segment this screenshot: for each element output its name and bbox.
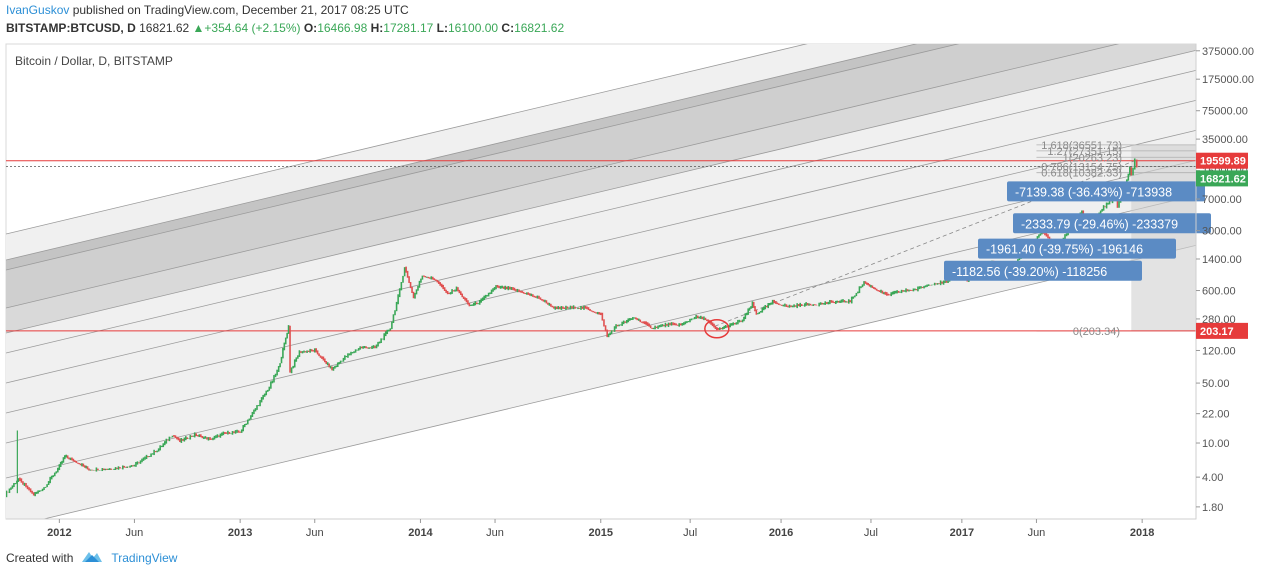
high-label: H: — [370, 21, 384, 35]
measure-callout[interactable] — [1007, 181, 1205, 202]
dashed-trend-line — [714, 160, 1135, 327]
ohlc-bar: BITSTAMP:BTCUSD, D 16821.62 ▲+354.64 (+2… — [6, 21, 564, 35]
measure-callout[interactable] — [978, 238, 1176, 259]
low-label: L: — [436, 21, 448, 35]
channel-line — [6, 129, 1196, 414]
tradingview-logo-icon[interactable] — [81, 549, 103, 566]
time-tick-label: Jun — [126, 527, 144, 539]
price-tick-label: 375000.00 — [1202, 46, 1254, 58]
price-tick-label: 75000.00 — [1202, 106, 1248, 118]
price-tick-label: 35000.00 — [1202, 134, 1248, 146]
price-tick-label: 600.00 — [1202, 286, 1236, 298]
footer: Created with TradingView — [6, 549, 177, 566]
last-price-label-text: 16821.62 — [1200, 173, 1246, 185]
measure-callout-text: -1961.40 (-39.75%) -196146 — [986, 243, 1143, 257]
time-tick-label: 2016 — [769, 527, 793, 539]
last-price-text: 16821.62 — [139, 21, 190, 35]
circle-annotation[interactable] — [704, 319, 730, 339]
time-tick-label: 2014 — [408, 527, 433, 539]
time-tick-label: 2013 — [228, 527, 252, 539]
price-tick-label: 3000.00 — [1202, 226, 1242, 238]
measure-callout-text: -1182.56 (-39.20%) -118256 — [952, 265, 1107, 279]
level-price-text: 203.17 — [1200, 326, 1234, 338]
close-label: C: — [501, 21, 515, 35]
channel-line — [6, 44, 1120, 309]
channel-line — [6, 44, 808, 235]
channel-band-upper — [6, 44, 1196, 333]
created-with-text: Created with — [6, 550, 74, 565]
measure-callout[interactable] — [1013, 213, 1211, 234]
chart-title: Bitcoin / Dollar, D, BITSTAMP — [15, 54, 173, 68]
time-tick-label: Jun — [1028, 527, 1046, 539]
level-price-label — [1196, 322, 1248, 339]
fib-level-label: 0.618(10382.33) — [1041, 168, 1122, 180]
change-text: +354.64 (+2.15%) — [204, 21, 301, 35]
time-tick-label: 2015 — [589, 527, 613, 539]
price-tick-label: 7000.00 — [1202, 194, 1242, 206]
regression-channels — [6, 44, 1196, 519]
time-tick-label: 2018 — [1130, 527, 1154, 539]
price-tick-label: 1400.00 — [1202, 254, 1242, 266]
time-axis[interactable]: 2012 Jun 2013 Jun 2014 Jun 2015 Jul 2016 Jul 2017 J… — [6, 518, 1196, 539]
channel-band — [6, 44, 1196, 519]
fib-level-label: 1(20263.23) — [1063, 152, 1122, 164]
time-tick-label: 2012 — [47, 527, 71, 539]
measure-callout[interactable] — [944, 260, 1142, 281]
measure-callout-text: -7139.38 (-36.43%) -713938 — [1015, 185, 1172, 199]
level-price-text: 19599.89 — [1200, 156, 1246, 168]
last-price-label — [1196, 170, 1248, 187]
price-tick-label: 10.00 — [1202, 438, 1230, 450]
published-text: published on TradingView.com, December 2… — [69, 3, 409, 17]
price-tick-label: 50.00 — [1202, 378, 1230, 390]
fib-level-label: 1.618(36551.73) — [1041, 140, 1122, 152]
up-arrow-icon: ▲ — [192, 21, 205, 35]
fib-level-label: 0.786(13154.75) — [1041, 161, 1122, 173]
publish-info: IvanGuskov published on TradingView.com,… — [6, 3, 409, 17]
measure-callout-text: -2333.79 (-29.46%) -233379 — [1021, 217, 1178, 231]
fib-zone — [1131, 144, 1196, 331]
price-chart[interactable]: 1.618(36551.73)1.27(27351.15)1(20263.23)… — [0, 38, 1264, 543]
price-axis[interactable]: 375000.00175000.0075000.0035000.0015000.… — [1195, 44, 1254, 519]
channel-line — [6, 99, 1196, 384]
price-tick-label: 175000.00 — [1202, 74, 1254, 86]
low-value: 16100.00 — [448, 21, 499, 35]
annotations: 1.618(36551.73)1.27(27351.15)1(20263.23)… — [704, 140, 1211, 339]
channel-line — [6, 44, 918, 261]
open-value: 16466.98 — [317, 21, 368, 35]
horizontal-levels — [6, 160, 1196, 332]
time-tick-label: 2017 — [950, 527, 974, 539]
channel-line — [6, 44, 960, 271]
price-tick-label: 4.00 — [1202, 472, 1223, 484]
tradingview-link[interactable]: TradingView — [111, 550, 178, 565]
channel-line — [6, 69, 1196, 354]
price-tick-label: 22.00 — [1202, 409, 1230, 421]
price-tick-label: 1.80 — [1202, 502, 1223, 514]
time-tick-label: Jul — [864, 527, 878, 539]
level-price-label — [1196, 152, 1248, 169]
close-value: 16821.62 — [514, 21, 565, 35]
fib-level-label: 1.27(27351.15) — [1047, 146, 1122, 158]
symbol-label: BITSTAMP:BTCUSD, D — [6, 21, 136, 35]
channel-line — [6, 159, 1196, 444]
high-value: 17281.17 — [383, 21, 434, 35]
open-label: O: — [303, 21, 318, 35]
channel-line — [6, 49, 1196, 334]
time-tick-label: Jul — [683, 527, 697, 539]
time-tick-label: Jun — [306, 527, 324, 539]
channel-line — [42, 244, 1196, 519]
price-tick-label: 120.00 — [1202, 345, 1236, 357]
time-tick-label: Jun — [486, 527, 504, 539]
author-link[interactable]: IvanGuskov — [6, 3, 70, 17]
fib-level-label: 0(203.34) — [1073, 326, 1120, 338]
